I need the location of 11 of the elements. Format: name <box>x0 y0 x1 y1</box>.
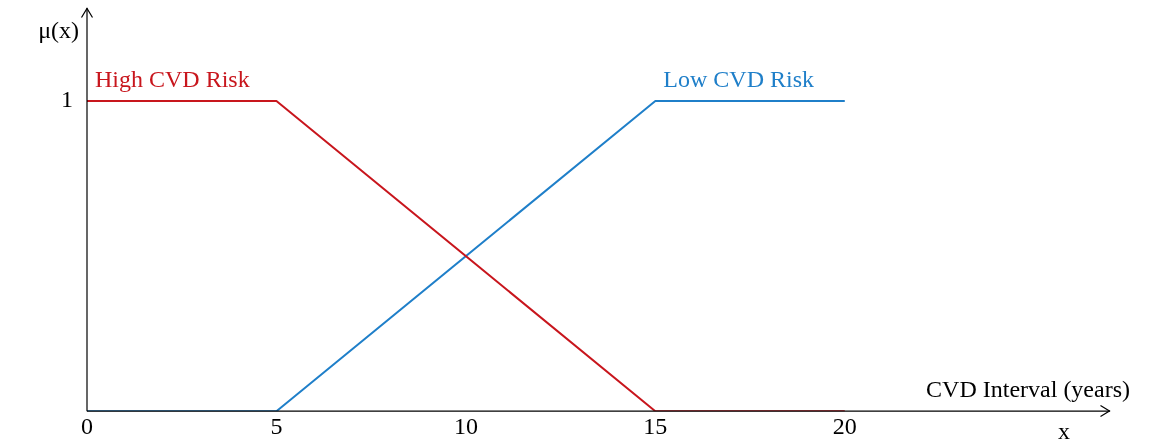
text: x <box>1058 418 1070 444</box>
series-label: High CVD Risk <box>95 66 250 93</box>
series-label: Low CVD Risk <box>663 66 815 93</box>
x-tick-label: 5 <box>270 412 283 439</box>
y-axis-title: μ(x) <box>38 17 79 44</box>
x-tick-label: 15 <box>643 412 668 439</box>
x-tick-label: 0 <box>81 412 93 439</box>
x-axis-title: CVD Interval (years) <box>926 376 1130 403</box>
annotation: 1 <box>61 86 73 113</box>
x-tick-label: 20 <box>832 412 857 439</box>
x-tick-label: 10 <box>453 412 478 439</box>
